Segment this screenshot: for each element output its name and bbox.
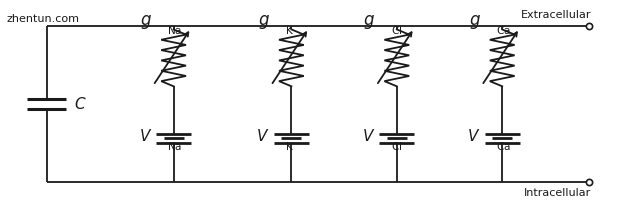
Text: Intracellular: Intracellular [525,188,591,198]
Text: $V$: $V$ [467,128,481,144]
Text: $g$: $g$ [363,13,375,31]
Text: $\mathregular{Na}$: $\mathregular{Na}$ [167,24,183,36]
Text: $\mathregular{K}$: $\mathregular{K}$ [285,140,294,152]
Text: Extracellular: Extracellular [521,10,591,20]
Text: $\mathregular{K}$: $\mathregular{K}$ [285,24,294,36]
Text: $\mathregular{Ca}$: $\mathregular{Ca}$ [496,140,511,152]
Text: $V$: $V$ [257,128,270,144]
Text: $\mathregular{Na}$: $\mathregular{Na}$ [167,140,183,152]
Text: $g$: $g$ [140,13,152,31]
Text: $g$: $g$ [258,13,270,31]
Text: $V$: $V$ [362,128,375,144]
Text: $C$: $C$ [74,96,86,112]
Text: $\mathregular{Ca}$: $\mathregular{Ca}$ [496,24,511,36]
Text: zhentun.com: zhentun.com [6,14,79,24]
Text: $\mathregular{Cl}$: $\mathregular{Cl}$ [391,140,402,152]
Text: $g$: $g$ [469,13,481,31]
Text: $V$: $V$ [139,128,152,144]
Text: $\mathregular{Cl}$: $\mathregular{Cl}$ [391,24,402,36]
